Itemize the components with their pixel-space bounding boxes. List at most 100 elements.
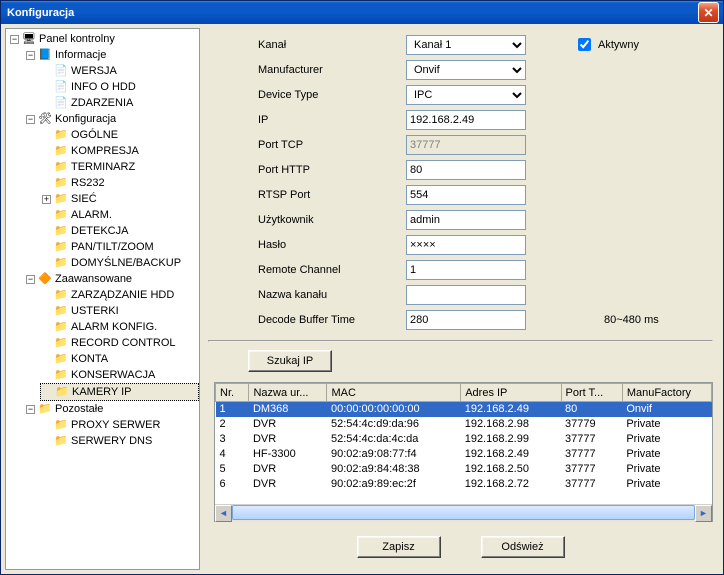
http-input[interactable]: [406, 160, 526, 180]
tree-item[interactable]: WERSJA: [40, 63, 199, 79]
tree-item[interactable]: KONSERWACJA: [40, 367, 199, 383]
manufacturer-label: Manufacturer: [258, 64, 398, 76]
table-cell: DVR: [249, 477, 327, 492]
tree-item[interactable]: DETEKCJA: [40, 223, 199, 239]
table-cell: 1: [216, 402, 249, 417]
scroll-right-arrow[interactable]: ►: [695, 505, 712, 522]
folder-icon: [54, 418, 68, 432]
pass-input[interactable]: [406, 235, 526, 255]
tree-item[interactable]: KOMPRESJA: [40, 143, 199, 159]
folder-icon: [54, 336, 68, 350]
table-cell: 90:02:a9:08:77:f4: [327, 447, 461, 462]
tree-label: PROXY SERWER: [71, 417, 160, 433]
tree-toggle-icon[interactable]: −: [10, 35, 19, 44]
tcp-label: Port TCP: [258, 139, 398, 151]
nav-tree[interactable]: −Panel kontrolny −Informacje WERSJAINFO …: [5, 28, 200, 570]
close-button[interactable]: ✕: [698, 2, 719, 23]
rtsp-input[interactable]: [406, 185, 526, 205]
tree-label: USTERKI: [71, 303, 119, 319]
tree-toggle-icon[interactable]: −: [26, 115, 35, 124]
tree-root-item[interactable]: −Panel kontrolny: [8, 31, 199, 47]
table-cell: 5: [216, 462, 249, 477]
active-checkbox[interactable]: [578, 38, 591, 51]
tree-info[interactable]: −Informacje: [24, 47, 199, 63]
tree-item[interactable]: KAMERY IP: [40, 383, 199, 401]
table-row[interactable]: 3DVR52:54:4c:da:4c:da192.168.2.9937777Pr…: [216, 432, 712, 447]
tree-toggle-icon[interactable]: −: [26, 405, 35, 414]
table-cell: Private: [622, 462, 711, 477]
table-cell: DVR: [249, 432, 327, 447]
tree-adv[interactable]: − Zaawansowane: [24, 271, 199, 287]
search-ip-button[interactable]: Szukaj IP: [248, 350, 332, 372]
table-row[interactable]: 4HF-330090:02:a9:08:77:f4192.168.2.49377…: [216, 447, 712, 462]
column-header[interactable]: MAC: [327, 384, 461, 402]
column-header[interactable]: Adres IP: [461, 384, 561, 402]
tree-label: INFO O HDD: [71, 79, 136, 95]
tree-item[interactable]: INFO O HDD: [40, 79, 199, 95]
tree-item[interactable]: SERWERY DNS: [40, 433, 199, 449]
user-input[interactable]: [406, 210, 526, 230]
tree-label: Zaawansowane: [55, 271, 132, 287]
devicetype-select[interactable]: IPC: [406, 85, 526, 105]
table-row[interactable]: 5DVR90:02:a9:84:48:38192.168.2.5037777Pr…: [216, 462, 712, 477]
tree-label: KONTA: [71, 351, 108, 367]
tree-item[interactable]: +SIEĆ: [40, 191, 199, 207]
ip-input[interactable]: [406, 110, 526, 130]
table-cell: 192.168.2.50: [461, 462, 561, 477]
page-icon: [54, 64, 68, 78]
column-header[interactable]: Nazwa ur...: [249, 384, 327, 402]
tree-item[interactable]: USTERKI: [40, 303, 199, 319]
tree-item[interactable]: RS232: [40, 175, 199, 191]
table-cell: Private: [622, 432, 711, 447]
tree-item[interactable]: PAN/TILT/ZOOM: [40, 239, 199, 255]
refresh-button[interactable]: Odśwież: [481, 536, 565, 558]
tree-item[interactable]: ALARM.: [40, 207, 199, 223]
tree-item[interactable]: KONTA: [40, 351, 199, 367]
name-input[interactable]: [406, 285, 526, 305]
tree-item[interactable]: ALARM KONFIG.: [40, 319, 199, 335]
tree-item[interactable]: ZDARZENIA: [40, 95, 199, 111]
folder-icon: [54, 208, 68, 222]
devicetype-label: Device Type: [258, 89, 398, 101]
titlebar: Konfiguracja ✕: [1, 1, 723, 24]
config-icon: [38, 112, 52, 126]
tree-item[interactable]: PROXY SERWER: [40, 417, 199, 433]
table-cell: 3: [216, 432, 249, 447]
folder-icon: [54, 368, 68, 382]
rtsp-label: RTSP Port: [258, 189, 398, 201]
tree-label: SERWERY DNS: [71, 433, 152, 449]
tree-item[interactable]: RECORD CONTROL: [40, 335, 199, 351]
horizontal-scrollbar[interactable]: ◄ ►: [215, 504, 712, 521]
table-cell: 192.168.2.72: [461, 477, 561, 492]
save-button[interactable]: Zapisz: [357, 536, 441, 558]
column-header[interactable]: Port T...: [561, 384, 622, 402]
manufacturer-select[interactable]: Onvif: [406, 60, 526, 80]
folder-icon: [54, 128, 68, 142]
table-row[interactable]: 1DM36800:00:00:00:00:00192.168.2.4980Onv…: [216, 402, 712, 417]
tree-label: ZDARZENIA: [71, 95, 133, 111]
channel-select[interactable]: Kanał 1: [406, 35, 526, 55]
column-header[interactable]: Nr.: [216, 384, 249, 402]
tree-item[interactable]: OGÓLNE: [40, 127, 199, 143]
page-icon: [54, 80, 68, 94]
tree-config[interactable]: −Konfiguracja: [24, 111, 199, 127]
user-label: Użytkownik: [258, 214, 398, 226]
table-row[interactable]: 6DVR90:02:a9:89:ec:2f192.168.2.7237777Pr…: [216, 477, 712, 492]
device-table[interactable]: Nr.Nazwa ur...MACAdres IPPort T...ManuFa…: [214, 382, 713, 522]
tree-toggle-icon[interactable]: −: [26, 275, 35, 284]
remote-input[interactable]: [406, 260, 526, 280]
tree-item[interactable]: DOMYŚLNE/BACKUP: [40, 255, 199, 271]
buffer-input[interactable]: [406, 310, 526, 330]
tree-label: Pozostałe: [55, 401, 103, 417]
tree-other[interactable]: − Pozostałe: [24, 401, 199, 417]
tree-item[interactable]: TERMINARZ: [40, 159, 199, 175]
tree-item[interactable]: ZARZĄDZANIE HDD: [40, 287, 199, 303]
table-cell: 00:00:00:00:00:00: [327, 402, 461, 417]
name-label: Nazwa kanału: [258, 289, 398, 301]
tree-toggle-icon[interactable]: +: [42, 195, 51, 204]
column-header[interactable]: ManuFactory: [622, 384, 711, 402]
ip-label: IP: [258, 114, 398, 126]
tree-toggle-icon[interactable]: −: [26, 51, 35, 60]
scroll-left-arrow[interactable]: ◄: [215, 505, 232, 522]
table-row[interactable]: 2DVR52:54:4c:d9:da:96192.168.2.9837779Pr…: [216, 417, 712, 432]
